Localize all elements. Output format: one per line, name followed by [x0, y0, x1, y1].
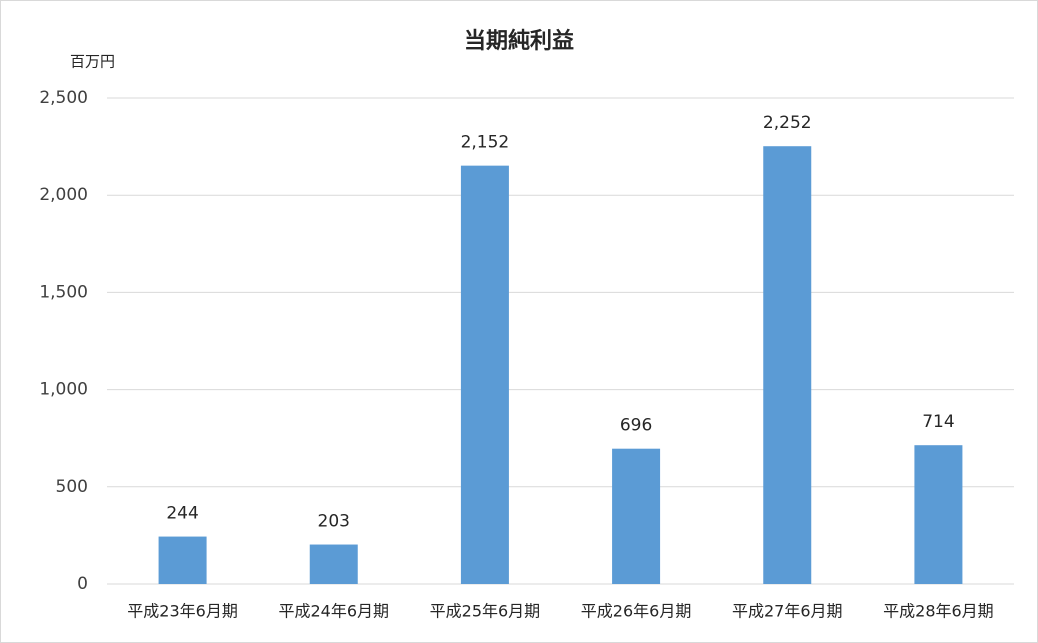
y-tick-label: 1,000	[39, 380, 88, 400]
data-label: 203	[318, 512, 350, 532]
y-tick-label: 1,500	[39, 282, 88, 302]
bar	[763, 146, 812, 585]
x-tick-label: 平成28年6月期	[883, 602, 994, 621]
x-tick-label: 平成26年6月期	[581, 602, 692, 621]
y-axis-unit: 百万円	[70, 53, 115, 71]
data-label: 696	[620, 416, 652, 436]
bar	[914, 445, 963, 584]
bar	[612, 448, 661, 584]
x-tick-label: 平成25年6月期	[430, 602, 541, 621]
y-tick-label: 0	[77, 574, 88, 594]
bar	[158, 536, 207, 584]
data-label: 2,252	[763, 113, 812, 133]
data-label: 244	[166, 504, 198, 524]
data-label: 2,152	[461, 133, 510, 153]
x-tick-label: 平成24年6月期	[278, 602, 389, 621]
x-tick-label: 平成27年6月期	[732, 602, 843, 621]
chart-title: 当期純利益	[464, 28, 574, 54]
bar	[309, 544, 358, 584]
data-label: 714	[922, 412, 954, 432]
y-tick-label: 2,500	[39, 88, 88, 108]
y-tick-label: 500	[56, 477, 88, 497]
y-tick-label: 2,000	[39, 185, 88, 205]
x-tick-label: 平成23年6月期	[127, 602, 238, 621]
bar	[460, 165, 509, 585]
